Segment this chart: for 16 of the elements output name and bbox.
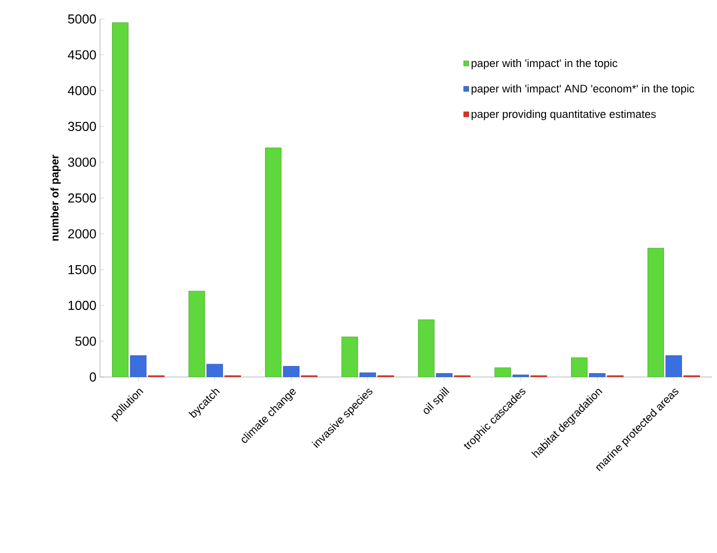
y-tick-label: 1500 (68, 264, 96, 274)
y-tick-label: 1000 (68, 300, 96, 310)
y-tick-label: 500 (75, 336, 96, 346)
legend-label: paper with 'impact' AND 'econom*' in the topic (472, 84, 694, 95)
legend-label: paper providing quantitative estimates (472, 110, 656, 120)
y-tick-label: 3500 (68, 122, 96, 131)
y-tick-label: 4500 (68, 50, 96, 60)
y-tick-label: 2500 (68, 193, 96, 203)
y-tick-label: 5000 (68, 14, 96, 24)
y-axis-title: number of paper (50, 154, 61, 241)
y-tick-label: 3000 (68, 158, 96, 167)
y-tick-label: 2000 (68, 229, 96, 238)
legend-label: paper with 'impact' in the topic (472, 58, 618, 70)
y-tick-label: 0 (90, 372, 96, 382)
y-tick-label: 4000 (68, 86, 96, 96)
x-tick-label: oil spill (424, 386, 450, 414)
